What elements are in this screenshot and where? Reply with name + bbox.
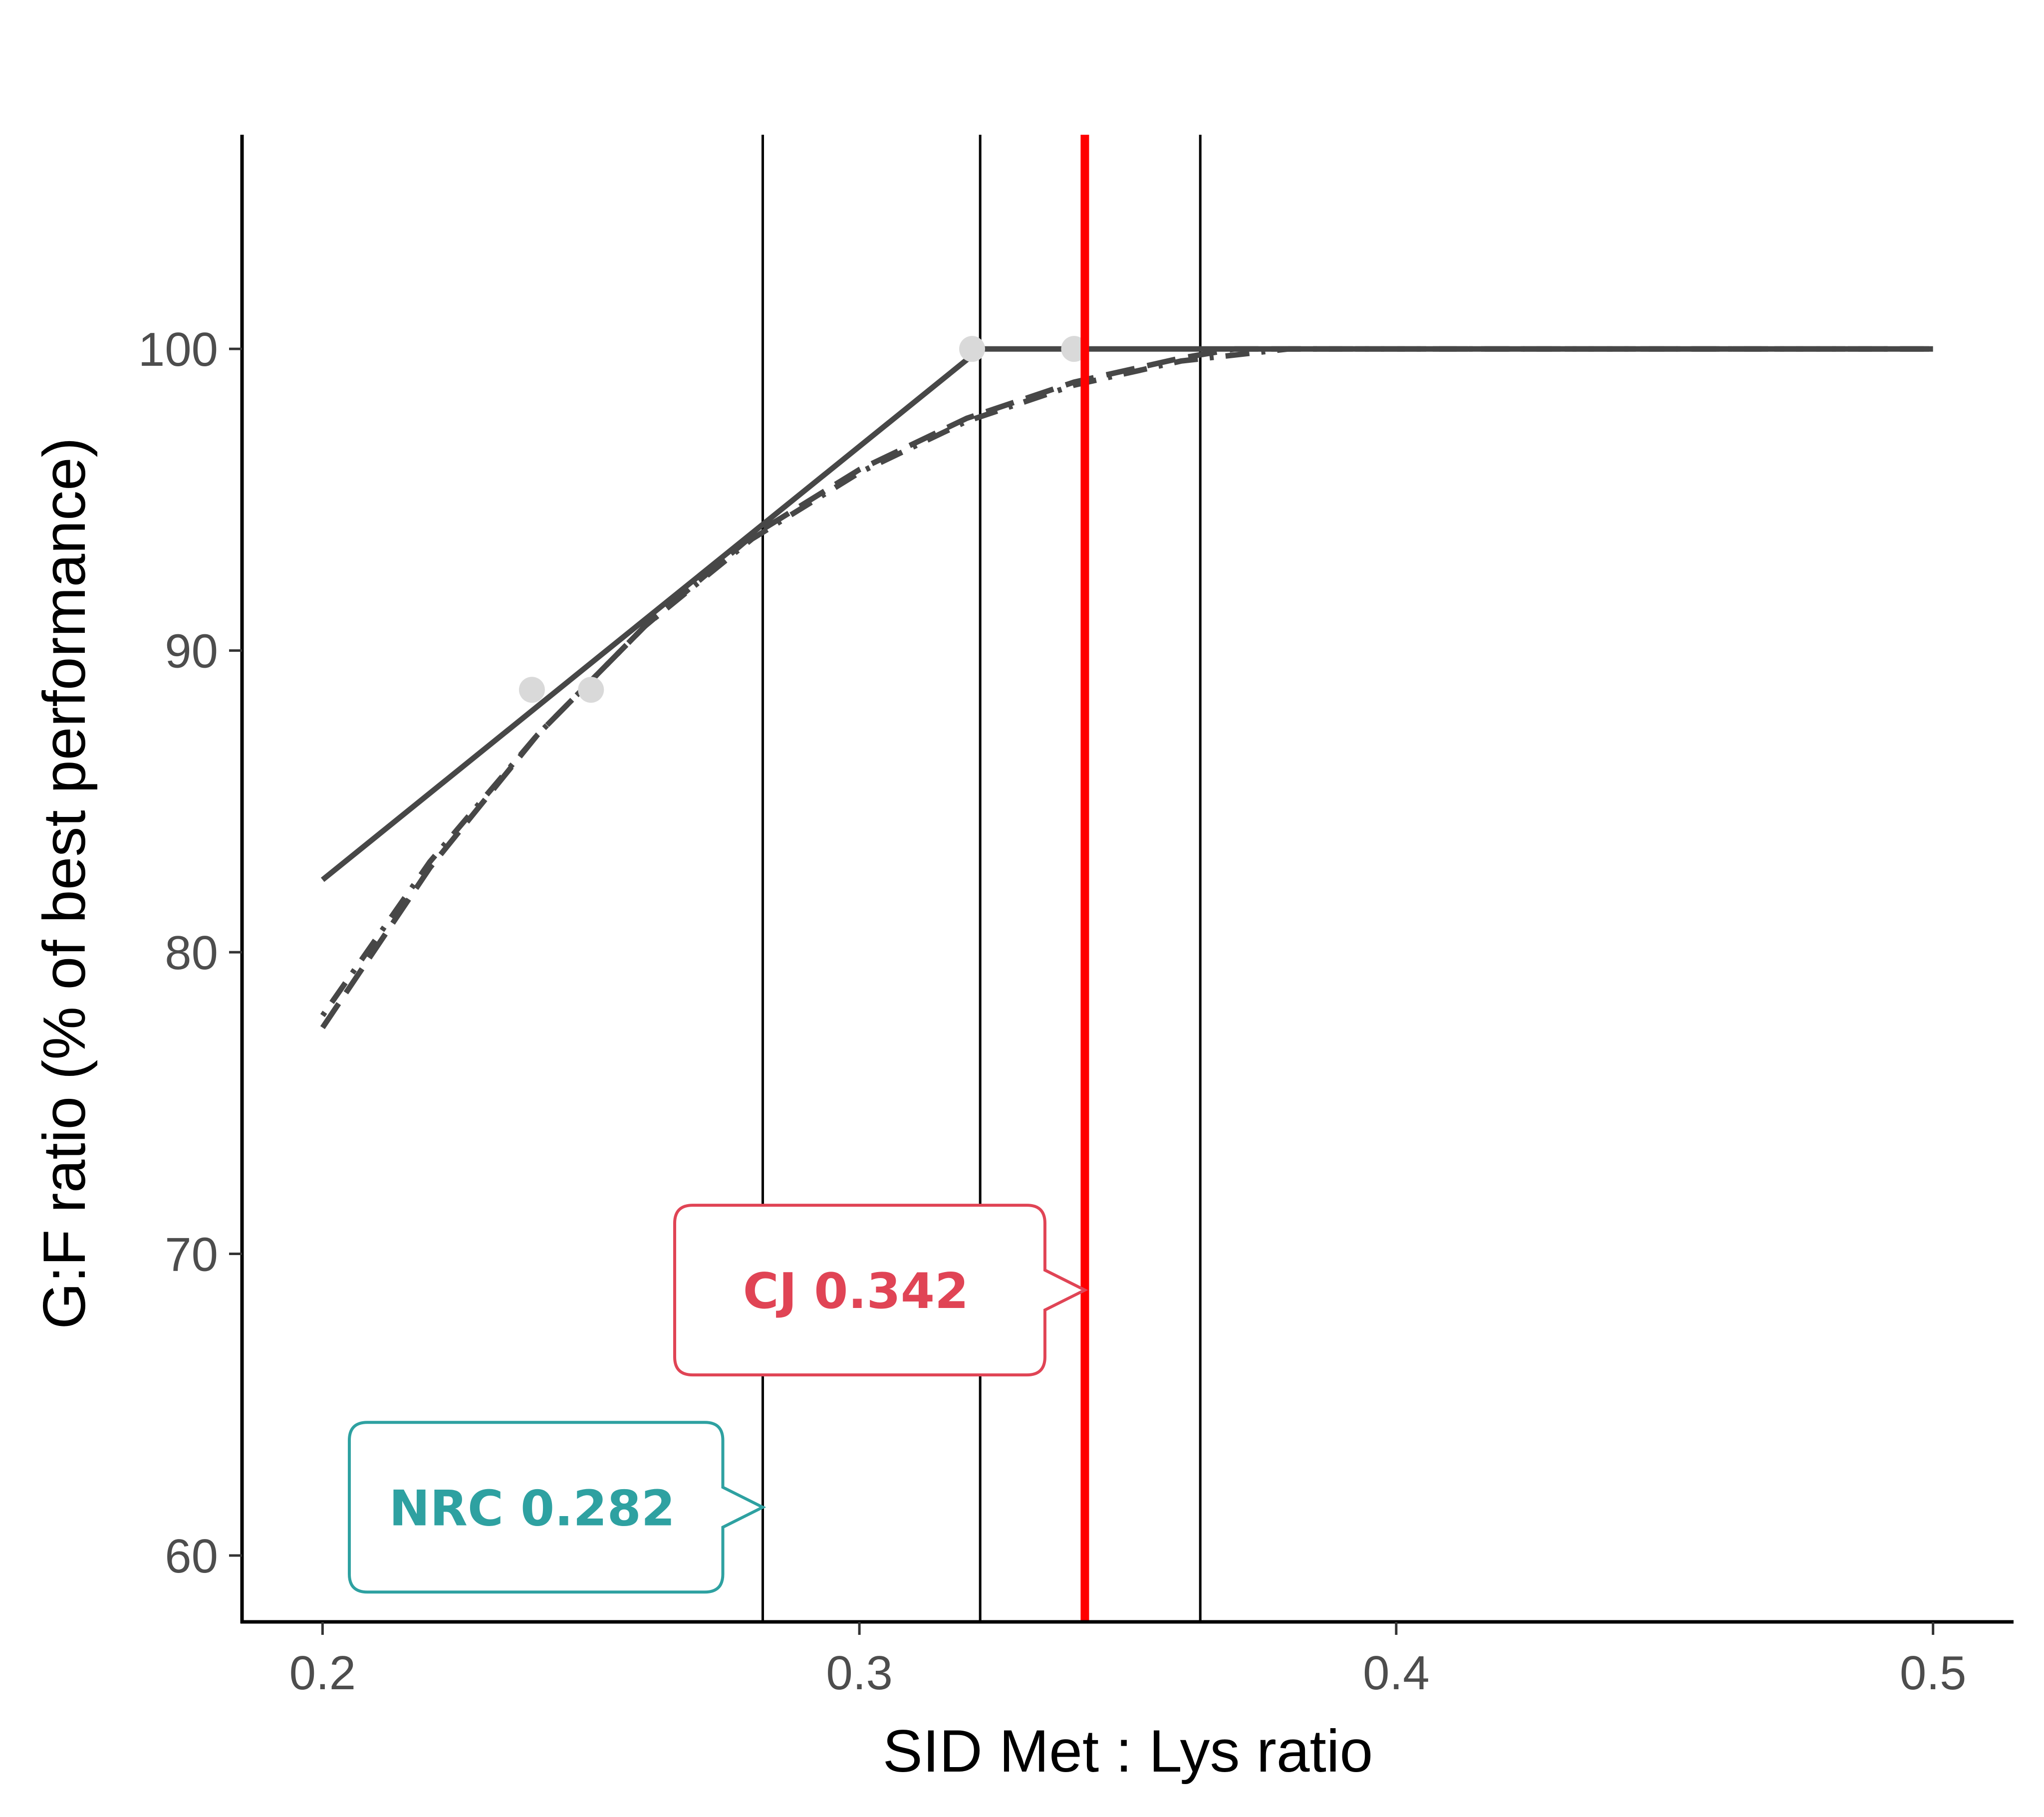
callout-label: NRC 0.282 (389, 1480, 675, 1537)
y-tick-label: 60 (165, 1530, 218, 1583)
y-tick-label: 90 (165, 625, 218, 678)
observed-points (518, 336, 1087, 703)
y-axis-title: G:F ratio (% of best performance) (31, 437, 98, 1329)
y-tick-label: 70 (165, 1228, 218, 1282)
x-tick-label: 0.4 (1363, 1646, 1429, 1700)
callout-label: CJ 0.342 (743, 1263, 969, 1320)
series-line-solid (320, 346, 1933, 882)
callout-bubble-1 (348, 1421, 766, 1594)
series-line-dotdash (320, 346, 1933, 1018)
series-lines (320, 346, 1933, 1030)
observed-point-1 (578, 677, 604, 703)
y-tick-label: 80 (165, 926, 218, 980)
callouts: CJ 0.342 NRC 0.282 (348, 1204, 1088, 1594)
axes (240, 135, 2014, 1624)
callout-bubble-0 (673, 1204, 1088, 1377)
y-tick-label: 100 (138, 323, 218, 376)
observed-point-0 (518, 677, 545, 703)
observed-point-3 (1061, 336, 1087, 362)
x-tick-label: 0.3 (826, 1646, 892, 1700)
ticks: 0.2 0.3 0.4 0.5 60 70 80 90 100 (138, 323, 1967, 1700)
x-tick-label: 0.5 (1900, 1646, 1966, 1700)
series-line-dashed (320, 346, 1933, 1030)
x-axis-title: SID Met : Lys ratio (883, 1718, 1373, 1785)
observed-point-2 (959, 336, 986, 362)
x-tick-label: 0.2 (289, 1646, 356, 1700)
